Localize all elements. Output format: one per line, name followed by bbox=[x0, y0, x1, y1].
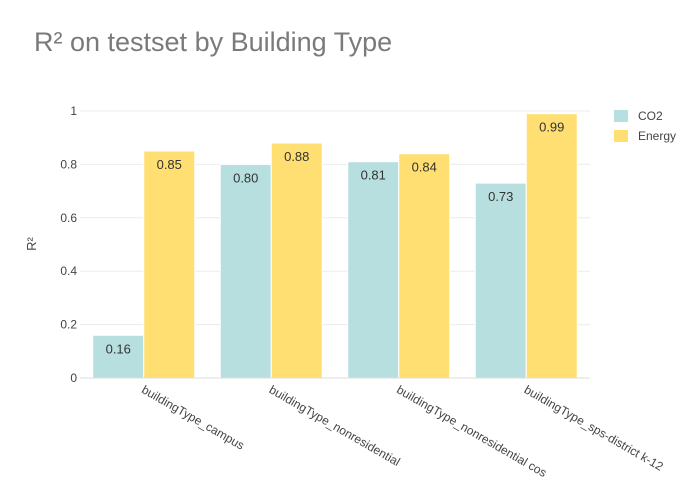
bar-energy-3[interactable] bbox=[525, 113, 578, 379]
y-tick-labels: 0 0.2 0.4 0.6 0.8 1 bbox=[60, 104, 77, 385]
y-axis-label: R² bbox=[24, 236, 39, 250]
x-tick-label: buildingType_sps-district k-12 bbox=[522, 382, 666, 473]
bar-co2-3[interactable] bbox=[474, 182, 527, 379]
legend[interactable]: CO2 Energy bbox=[614, 109, 676, 143]
legend-label-energy[interactable]: Energy bbox=[638, 129, 676, 143]
bar-co2-1[interactable] bbox=[219, 163, 272, 379]
data-label-energy-0: 0.85 bbox=[157, 157, 182, 172]
bar-co2-2[interactable] bbox=[347, 161, 400, 379]
data-label-energy-2: 0.84 bbox=[412, 160, 437, 175]
bar-energy-2[interactable] bbox=[398, 153, 451, 379]
bar-energy-0[interactable] bbox=[143, 150, 196, 379]
data-label-co2-1: 0.80 bbox=[233, 170, 258, 185]
y-tick-label: 0.2 bbox=[60, 318, 77, 332]
x-tick-label: buildingType_nonresidential cos bbox=[394, 382, 549, 480]
legend-label-co2[interactable]: CO2 bbox=[638, 109, 663, 123]
y-tick-label: 1 bbox=[70, 104, 77, 118]
data-label-energy-3: 0.99 bbox=[539, 120, 564, 135]
legend-swatch-co2[interactable] bbox=[614, 110, 628, 122]
data-label-energy-1: 0.88 bbox=[284, 149, 309, 164]
data-label-co2-2: 0.81 bbox=[361, 168, 386, 183]
x-tick-label: buildingType_campus bbox=[139, 382, 247, 452]
y-tick-label: 0 bbox=[70, 371, 77, 385]
data-label-co2-3: 0.73 bbox=[488, 189, 513, 204]
data-label-co2-0: 0.16 bbox=[106, 341, 131, 356]
legend-swatch-energy[interactable] bbox=[614, 130, 628, 142]
y-tick-label: 0.6 bbox=[60, 211, 77, 225]
chart-title: R² on testset by Building Type bbox=[34, 27, 392, 57]
bars: 0.16 0.85 0.80 0.88 0.81 0.84 0.73 0.99 bbox=[92, 113, 578, 379]
x-tick-label: buildingType_nonresidential bbox=[267, 382, 403, 469]
x-tick-labels: buildingType_campus buildingType_nonresid… bbox=[139, 382, 666, 480]
y-tick-label: 0.4 bbox=[60, 264, 77, 278]
bar-co2-0[interactable] bbox=[92, 334, 145, 379]
y-tick-label: 0.8 bbox=[60, 157, 77, 171]
bar-energy-1[interactable] bbox=[270, 142, 323, 379]
